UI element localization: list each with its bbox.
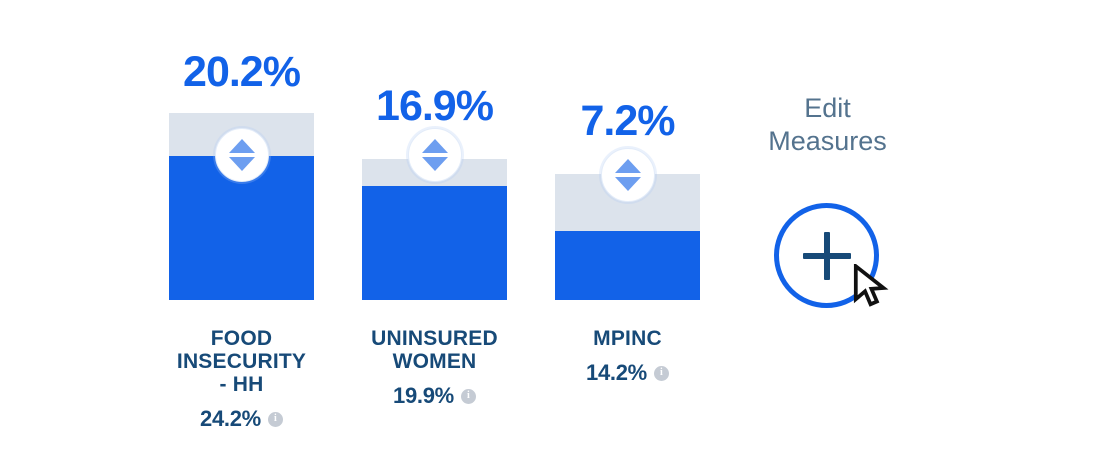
info-glyph: i [660,367,663,378]
info-icon[interactable]: i [653,365,669,381]
measure-value-headline: 16.9% [376,82,494,130]
plus-icon [779,208,874,303]
measure-label: UNINSURED WOMEN [371,327,498,373]
info-icon[interactable]: i [460,388,476,404]
benchmark-value: 14.2% [586,360,647,385]
measure-label: FOOD INSECURITY - HH [176,327,307,396]
measure-value-headline: 7.2% [580,97,675,145]
chevron-up-icon [421,139,448,153]
measure-column-1: 20.2% FOOD INSECURITY - HH 24.2% i [169,0,314,476]
edit-measures-label: Edit Measures [768,93,887,156]
mouse-pointer-icon [853,264,889,307]
measure-value-headline: 20.2% [183,48,301,96]
chevron-up-icon [228,139,255,153]
bar-fill [555,231,700,300]
measure-benchmark: 14.2% i [553,360,703,386]
measure-benchmark: 24.2% i [167,406,317,432]
benchmark-value: 24.2% [200,406,261,431]
measure-column-3: 7.2% MPINC 14.2% i [555,0,700,476]
bar-fill [362,186,507,300]
bar-drag-handle[interactable] [214,128,269,182]
measure-label: MPINC [593,327,662,350]
measure-label-block: FOOD INSECURITY - HH 24.2% i [167,327,317,432]
measure-benchmark: 19.9% i [360,383,510,409]
chevron-up-icon [614,159,641,173]
bar-track [362,159,507,300]
info-glyph: i [467,390,470,401]
edit-measures-section: Edit Measures [745,0,910,476]
bar-drag-handle[interactable] [407,128,462,182]
chevron-down-icon [614,177,641,191]
bar-drag-handle[interactable] [600,148,655,202]
chevron-down-icon [421,157,448,171]
benchmark-value: 19.9% [393,383,454,408]
chevron-down-icon [228,157,255,171]
info-icon[interactable]: i [267,411,283,427]
info-glyph: i [274,413,277,424]
measure-label-block: MPINC 14.2% i [553,327,703,386]
measure-column-2: 16.9% UNINSURED WOMEN 19.9% i [362,0,507,476]
measure-label-block: UNINSURED WOMEN 19.9% i [360,327,510,409]
add-measure-button[interactable] [774,203,879,308]
